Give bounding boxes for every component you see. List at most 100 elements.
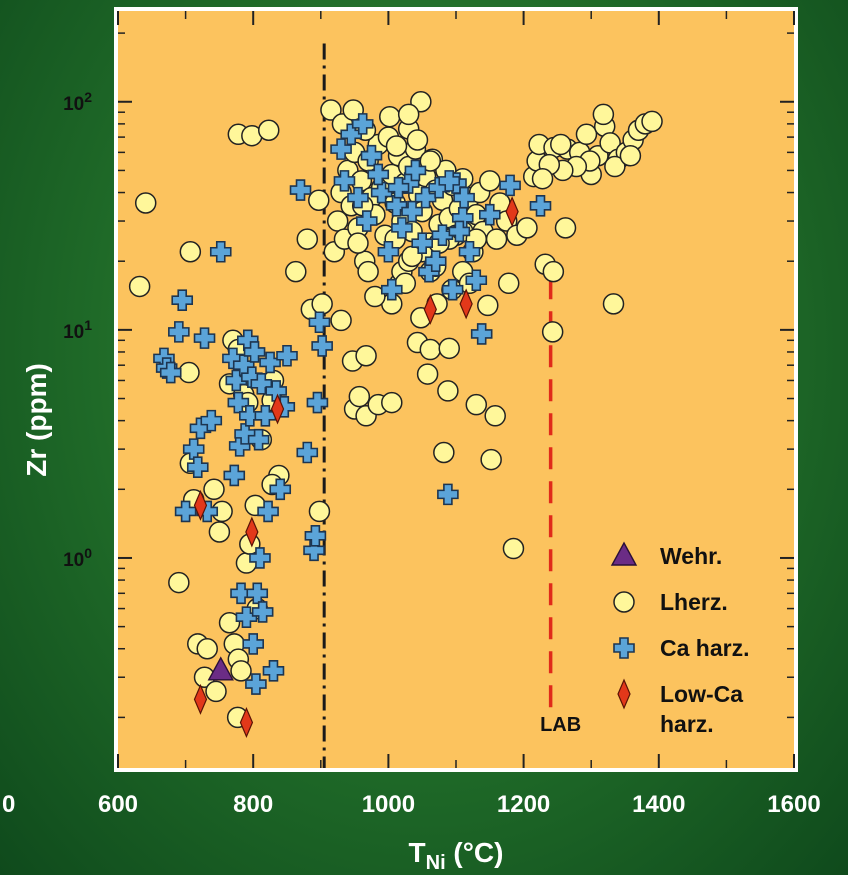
plus-point (355, 210, 378, 232)
circle-point (348, 385, 371, 408)
circle-point (433, 441, 455, 464)
plus-point (254, 405, 277, 427)
circle-point (397, 103, 420, 126)
plus-point (333, 170, 356, 192)
plus-point (223, 464, 246, 487)
legend-diamond-icon (617, 678, 631, 710)
plus-point (159, 361, 182, 384)
data-points (128, 91, 663, 739)
legend-label-line2: harz. (660, 711, 714, 737)
plus-point (431, 224, 454, 247)
plus-point (200, 409, 223, 432)
circle-point (196, 637, 218, 660)
legend-label: Wehr. (660, 543, 722, 569)
plus-point (465, 269, 488, 292)
plus-point (458, 240, 481, 263)
circle-point (477, 294, 499, 317)
circle-point (641, 110, 663, 133)
diamond-point (245, 516, 259, 548)
legend-plus-icon (613, 637, 635, 659)
plus-point (479, 203, 501, 226)
circle-point (385, 135, 408, 157)
plus-point (247, 428, 270, 451)
series-low-ca-harz (193, 196, 519, 739)
plus-point (470, 323, 493, 345)
circle-point (437, 380, 459, 402)
circle-point (502, 537, 525, 560)
reference-lines: LAB (322, 43, 581, 768)
plus-point (186, 456, 209, 478)
diamond-point (270, 393, 285, 425)
plus-point (438, 170, 461, 192)
circle-point (416, 363, 439, 385)
series-ca-harz (153, 113, 552, 695)
plus-point (367, 163, 390, 186)
legend-label: Lherz. (660, 589, 728, 615)
diamond-point (505, 196, 519, 228)
plus-point (347, 186, 369, 209)
plus-point (330, 138, 352, 160)
plus-point (424, 250, 447, 273)
legend-circle-icon (613, 591, 635, 613)
circle-point (308, 500, 331, 523)
circle-point (497, 272, 520, 295)
circle-point (308, 189, 330, 212)
plus-point (377, 240, 400, 263)
circle-point (320, 99, 342, 121)
plus-point (308, 311, 331, 334)
x-axis-title: TNi (°C) (409, 837, 504, 874)
diamond-point (459, 288, 473, 320)
plus-point (441, 278, 464, 301)
x-tick-label: 1000 (362, 791, 415, 818)
plus-point (499, 174, 521, 197)
plus-point (251, 601, 274, 623)
circle-point (178, 361, 200, 384)
circle-point (179, 241, 202, 263)
legend-label: Low-Ca (660, 681, 743, 707)
triangle-point (207, 656, 234, 681)
circle-point (128, 275, 151, 298)
axis-labels: TNi (°C) Zr (ppm) (21, 363, 503, 874)
circle-point (296, 228, 319, 250)
x-tick-label-partial: 0 (2, 791, 15, 818)
y-axis-title: Zr (ppm) (21, 363, 52, 477)
circle-point (381, 391, 403, 414)
y-tick-label: 100 (63, 545, 92, 571)
diamond-point (193, 683, 208, 715)
plus-point (230, 582, 252, 605)
x-tick-label: 600 (98, 791, 138, 818)
circle-point (542, 260, 565, 283)
circle-point (203, 478, 225, 501)
plus-point (391, 217, 413, 239)
plus-point (306, 391, 329, 414)
plus-point (168, 321, 190, 343)
plus-point (370, 181, 393, 204)
reference-line-label: LAB (540, 714, 581, 736)
plus-point (262, 660, 285, 682)
circle-point (347, 232, 369, 254)
circle-point (604, 155, 626, 178)
circle-point (357, 260, 379, 283)
plus-point (193, 327, 216, 349)
plus-point (311, 335, 333, 357)
circle-point (575, 123, 598, 146)
plus-point (243, 341, 266, 363)
diamond-point (423, 293, 437, 325)
circle-point (541, 321, 564, 343)
plus-point (225, 369, 248, 392)
plus-point (257, 500, 279, 523)
x-tick-label: 1200 (497, 791, 550, 818)
circle-point (355, 345, 377, 367)
plus-point (340, 123, 363, 146)
axis-ticks: 600 800 1000 1200 1400 1600 0 100 101 102 (2, 11, 821, 818)
circle-point (465, 393, 488, 416)
plus-point (385, 194, 408, 217)
plus-point (529, 194, 552, 217)
circle-point (550, 133, 572, 156)
circle-point (218, 611, 241, 634)
circle-point (592, 103, 615, 126)
plus-point (276, 344, 298, 367)
y-tick-label: 101 (63, 317, 92, 343)
circle-point (364, 285, 386, 308)
plus-point (414, 186, 437, 209)
